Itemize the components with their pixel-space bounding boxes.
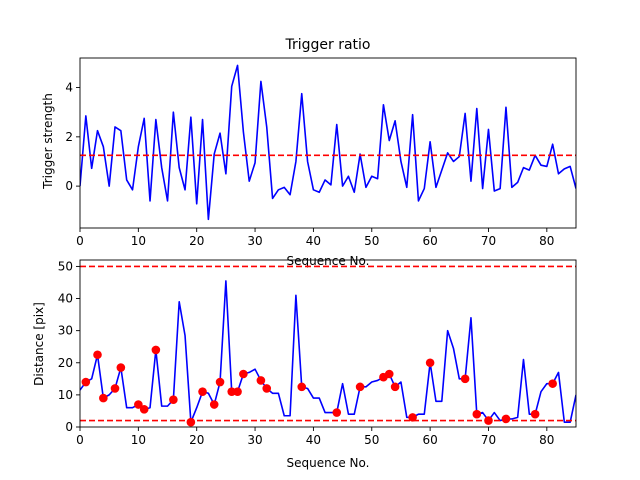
top-y-tick-label: 2 xyxy=(65,130,73,144)
top-x-axis-title: Sequence No. xyxy=(287,254,370,268)
top-y-axis: 0 2 4 xyxy=(65,81,80,193)
bottom-x-tick-label: 60 xyxy=(422,433,437,447)
bottom-marker-point xyxy=(81,377,91,387)
bottom-marker-point xyxy=(99,393,108,403)
bottom-marker-point xyxy=(215,377,225,387)
bottom-marker-point xyxy=(425,358,435,368)
bottom-x-tick-label: 0 xyxy=(76,433,84,447)
top-series-line xyxy=(80,64,576,221)
bottom-marker-point xyxy=(239,369,248,379)
bottom-y-axis-title: Distance [pix] xyxy=(32,302,46,386)
bottom-x-tick-label: 10 xyxy=(131,433,146,447)
bottom-marker-point xyxy=(110,384,120,393)
bottom-y-tick-label: 10 xyxy=(58,388,73,402)
bottom-y-tick-label: 50 xyxy=(58,259,73,273)
bottom-marker-point xyxy=(384,369,394,379)
top-x-tick-label: 0 xyxy=(76,234,84,248)
bottom-marker-point xyxy=(390,382,400,392)
top-chart-title: Trigger ratio xyxy=(284,37,370,53)
top-x-tick-label: 80 xyxy=(539,234,554,248)
bottom-x-tick-label: 40 xyxy=(306,433,321,447)
bottom-clipped-content xyxy=(80,265,576,423)
bottom-y-tick-label: 30 xyxy=(58,324,73,338)
bottom-marker-point xyxy=(501,414,511,424)
bottom-marker-point xyxy=(186,417,196,427)
bottom-marker-point xyxy=(262,384,272,393)
bottom-plot-area xyxy=(79,259,577,428)
trigger-ratio-chart: Trigger ratio 0 10 20 30 40 50 60 70 80 0 2 4 Sequ… xyxy=(41,37,577,268)
top-y-axis-title: Trigger strength xyxy=(41,93,55,190)
bottom-marker-point xyxy=(256,376,266,385)
bottom-plot-frame xyxy=(79,259,577,428)
bottom-marker-point xyxy=(332,408,342,417)
distance-chart: 0 10 20 30 40 50 60 70 80 0 10 20 30 40 50 Sequence N… xyxy=(32,259,577,470)
bottom-marker-point xyxy=(116,363,126,372)
bottom-marker-point xyxy=(297,382,307,392)
bottom-x-tick-label: 80 xyxy=(539,433,554,447)
top-x-axis: 0 10 20 30 40 50 60 70 80 xyxy=(76,228,554,248)
bottom-marker-point xyxy=(139,405,149,414)
bottom-marker-point xyxy=(460,374,470,384)
top-x-tick-label: 70 xyxy=(481,234,496,248)
bottom-x-tick-label: 20 xyxy=(189,433,204,447)
top-x-tick-label: 60 xyxy=(422,234,437,248)
bottom-marker-point xyxy=(408,413,417,422)
top-x-tick-label: 20 xyxy=(189,234,204,248)
bottom-y-tick-label: 40 xyxy=(58,292,73,306)
bottom-x-axis-title: Sequence No. xyxy=(287,456,370,470)
bottom-marker-point xyxy=(209,400,219,409)
bottom-x-tick-label: 30 xyxy=(247,433,262,447)
top-y-tick-label: 0 xyxy=(65,179,73,193)
top-clipped-content xyxy=(80,64,576,221)
top-plot-area xyxy=(79,57,577,229)
bottom-marker-point xyxy=(134,400,143,409)
bottom-marker-point xyxy=(472,409,482,419)
bottom-marker-point xyxy=(151,345,161,355)
top-x-tick-label: 10 xyxy=(131,234,146,248)
bottom-y-axis: 0 10 20 30 40 50 xyxy=(58,259,80,434)
bottom-marker-point xyxy=(93,350,102,360)
bottom-marker-point xyxy=(169,395,178,405)
bottom-y-tick-label: 20 xyxy=(58,356,73,370)
bottom-marker-point xyxy=(548,379,557,388)
top-y-tick-label: 4 xyxy=(65,81,73,95)
bottom-marker-point xyxy=(355,382,365,392)
top-x-tick-label: 40 xyxy=(306,234,321,248)
bottom-y-tick-label: 0 xyxy=(65,420,73,434)
bottom-marker-point xyxy=(233,387,242,396)
bottom-marker-point xyxy=(484,416,493,425)
bottom-series-line xyxy=(80,280,576,423)
top-x-tick-label: 30 xyxy=(247,234,262,248)
bottom-x-tick-label: 50 xyxy=(364,433,379,447)
bottom-marker-point xyxy=(198,387,207,396)
bottom-marker-point xyxy=(530,409,540,419)
top-plot-frame xyxy=(79,57,577,229)
bottom-x-axis: 0 10 20 30 40 50 60 70 80 xyxy=(76,427,554,447)
bottom-x-tick-label: 70 xyxy=(481,433,496,447)
top-x-tick-label: 50 xyxy=(364,234,379,248)
